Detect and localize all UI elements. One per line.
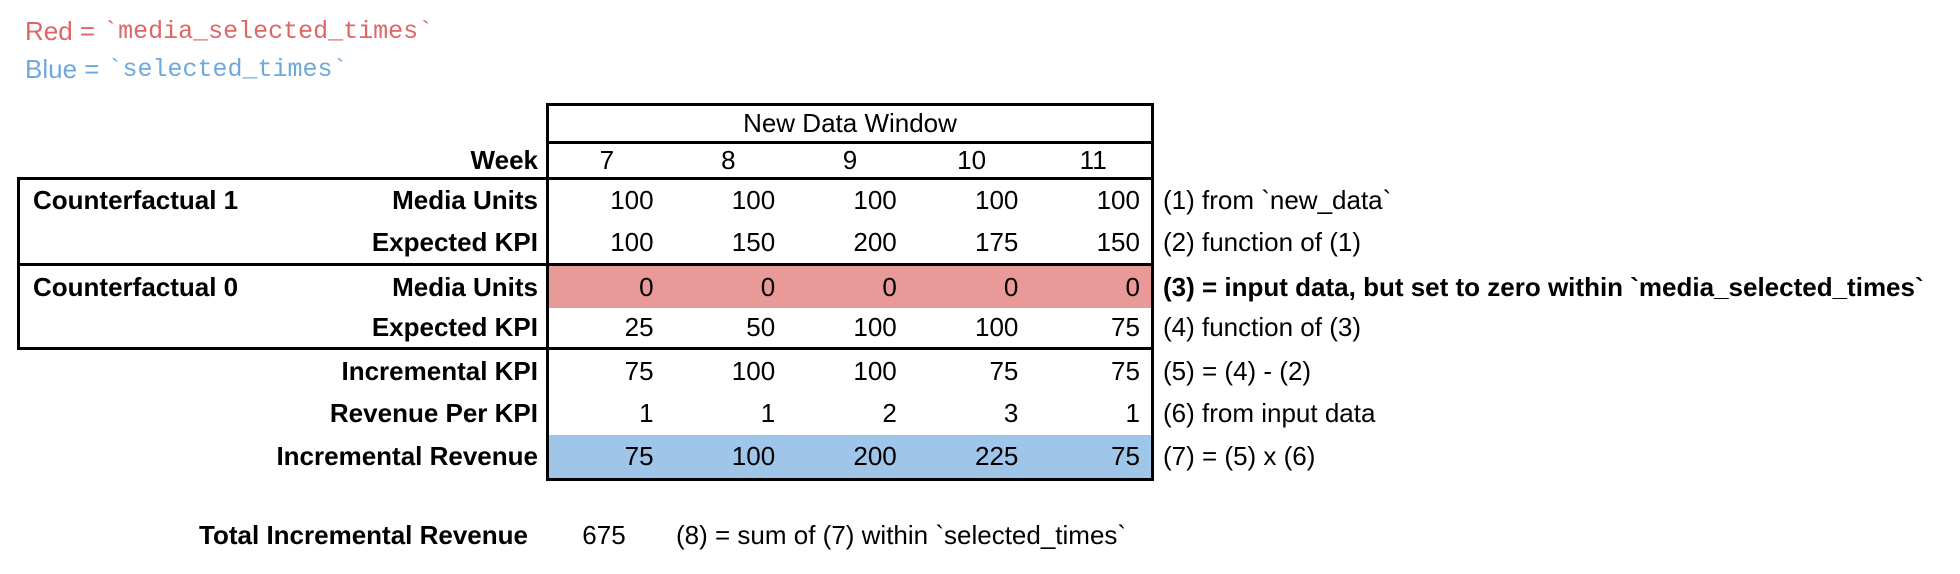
- data-cell: 100: [610, 185, 654, 215]
- group-label-counterfactual-1: Counterfactual 1: [33, 185, 239, 215]
- data-cell: 75: [1111, 441, 1140, 471]
- week-value: 10: [957, 145, 987, 175]
- data-cell: 0: [760, 271, 776, 302]
- annotation-7: (7) = (5) x (6): [1163, 441, 1316, 471]
- data-cell: 25: [624, 312, 654, 342]
- annotation-8: (8) = sum of (7) within `selected_times`: [676, 520, 1127, 550]
- legend-red-code: `media_selected_times`: [103, 16, 434, 46]
- data-cell: 50: [746, 312, 776, 342]
- data-cell: 1: [760, 398, 776, 428]
- data-cell: 100: [731, 185, 776, 215]
- border-data-left: [546, 103, 549, 481]
- divider-table-bottom: [546, 478, 1154, 481]
- data-cell: 150: [1096, 226, 1140, 257]
- data-cell: 2: [882, 398, 897, 428]
- blue-highlight-selected-times: [549, 435, 1151, 478]
- week-value: 9: [842, 145, 858, 175]
- table-row-highlighted-red: 0 0 0 0 0: [546, 266, 1154, 308]
- data-cell: 75: [989, 355, 1019, 386]
- table-row: 75 100 100 75 75: [546, 350, 1154, 392]
- data-cell: 100: [853, 185, 897, 215]
- divider-cf1-cf0: [17, 263, 1154, 266]
- row-label: Media Units: [392, 271, 538, 302]
- table-row: 100 150 200 175 150: [546, 221, 1154, 263]
- legend-blue-line: Blue = `selected_times`: [25, 52, 348, 86]
- data-cell: 3: [1003, 398, 1019, 428]
- divider-cf1-top: [17, 177, 1154, 180]
- new-data-window-header: New Data Window: [743, 108, 957, 138]
- data-cell: 100: [974, 185, 1019, 215]
- data-cell: 100: [853, 355, 897, 386]
- annotation-4: (4) function of (3): [1163, 312, 1361, 342]
- data-cell: 100: [731, 441, 776, 471]
- data-cell: 0: [639, 271, 654, 302]
- annotation-1: (1) from `new_data`: [1163, 185, 1392, 215]
- border-data-right: [1151, 103, 1154, 481]
- week-value: 8: [721, 145, 736, 175]
- row-label: Incremental Revenue: [276, 441, 538, 471]
- week-label: Week: [470, 145, 538, 175]
- data-cell: 100: [731, 355, 776, 386]
- data-cell: 1: [639, 398, 654, 428]
- week-value: 11: [1079, 145, 1107, 175]
- row-label: Revenue Per KPI: [329, 398, 538, 428]
- data-cell: 0: [1003, 271, 1019, 302]
- row-label: Media Units: [392, 185, 538, 215]
- row-label: Incremental KPI: [341, 355, 538, 386]
- data-cell: 200: [853, 441, 897, 471]
- data-cell: 225: [974, 441, 1019, 471]
- table-row: 1 1 2 3 1: [546, 392, 1154, 435]
- table-row: 25 50 100 100 75: [546, 308, 1154, 347]
- divider-header-top: [546, 103, 1154, 106]
- group-label-counterfactual-0: Counterfactual 0: [33, 271, 239, 302]
- divider-cf0-bottom: [17, 347, 1154, 350]
- data-cell: 75: [1111, 355, 1140, 386]
- data-cell: 1: [1125, 398, 1140, 428]
- border-left-outer: [17, 177, 20, 350]
- legend-red-line: Red = `media_selected_times`: [25, 14, 433, 48]
- table-row-highlighted-blue: 75 100 200 225 75: [546, 435, 1154, 478]
- data-cell: 100: [610, 226, 654, 257]
- data-cell: 100: [1096, 185, 1140, 215]
- annotation-2: (2) function of (1): [1163, 226, 1361, 257]
- data-cell: 100: [853, 312, 897, 342]
- data-cell: 200: [853, 226, 897, 257]
- row-label: Expected KPI: [371, 312, 538, 342]
- data-cell: 75: [624, 355, 654, 386]
- data-cell: 150: [731, 226, 776, 257]
- data-cell: 0: [882, 271, 897, 302]
- table-row: 100 100 100 100 100: [546, 180, 1154, 221]
- total-label: Total Incremental Revenue: [199, 520, 528, 550]
- legend-blue-label: Blue =: [25, 53, 100, 84]
- total-value: 675: [582, 520, 626, 550]
- annotation-3: (3) = input data, but set to zero within…: [1163, 271, 1924, 302]
- row-label: Expected KPI: [371, 226, 538, 257]
- legend-red-label: Red =: [25, 15, 96, 46]
- divider-header-bottom: [546, 141, 1154, 144]
- data-cell: 175: [974, 226, 1019, 257]
- legend-blue-code: `selected_times`: [107, 54, 348, 84]
- annotation-6: (6) from input data: [1163, 398, 1376, 428]
- annotation-5: (5) = (4) - (2): [1163, 355, 1312, 386]
- week-value: 7: [599, 145, 615, 175]
- data-cell: 100: [974, 312, 1019, 342]
- red-highlight-media-selected-times: [549, 266, 1151, 308]
- data-cell: 75: [1111, 312, 1140, 342]
- data-cell: 0: [1125, 271, 1140, 302]
- data-cell: 75: [624, 441, 654, 471]
